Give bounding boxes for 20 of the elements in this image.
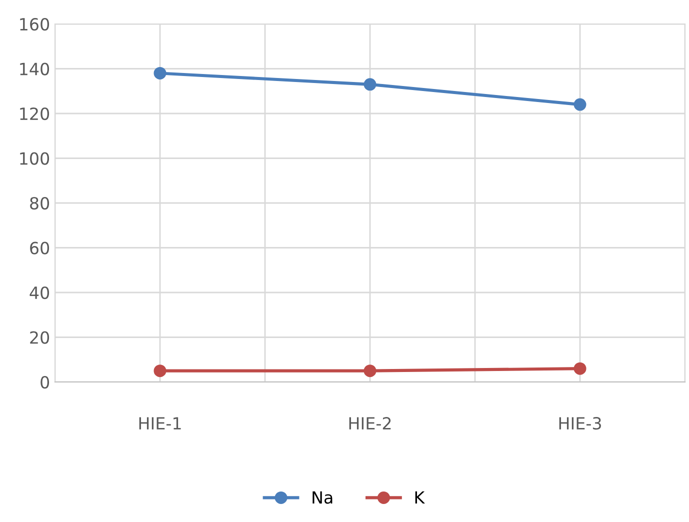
x-tick-label: HIE-3 (559, 417, 601, 430)
x-tick-label: HIE-1 (139, 417, 181, 430)
y-tick-label: 120 (20, 107, 50, 120)
point (364, 78, 376, 91)
x-tick-label: HIE-2 (349, 417, 391, 430)
point (154, 66, 166, 80)
y-tick-label: 160 (20, 18, 50, 31)
y-tick-label: 60 (30, 242, 50, 254)
y-tick-label: 100 (20, 152, 50, 165)
y-tick-label: 40 (30, 286, 50, 300)
legend-label: K (415, 491, 425, 504)
point (364, 364, 376, 378)
y-tick-label: 140 (20, 62, 50, 76)
y-tick-label: 80 (30, 196, 50, 210)
legend-label: Na (312, 491, 332, 504)
y-tick-label: 0 (40, 376, 50, 389)
point (574, 362, 586, 375)
y-tick-label: 20 (30, 331, 50, 344)
point (154, 364, 166, 378)
point (574, 98, 586, 111)
